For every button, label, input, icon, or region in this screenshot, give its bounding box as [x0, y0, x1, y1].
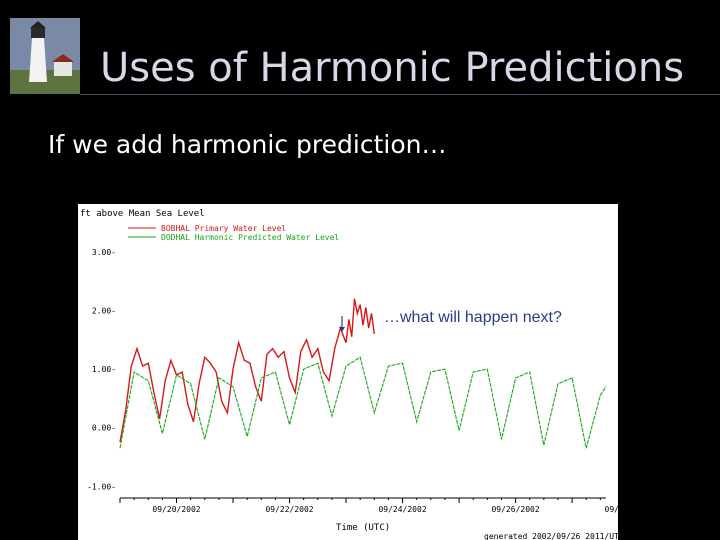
- series-line-1: [119, 356, 607, 449]
- x-axis-label: Time (UTC): [336, 523, 390, 533]
- y-axis: 3.00- 2.00- 1.00- 0.00- -1.00-: [87, 248, 116, 491]
- y-tick-label-4: -1.00-: [87, 482, 116, 491]
- generated-footer: generated 2002/09/26 2011/UTC: [484, 532, 618, 540]
- x-tick-label-0: 09/20/2002: [152, 505, 200, 514]
- slide-title: Uses of Harmonic Predictions: [100, 45, 685, 91]
- legend-label-1: DODHAL Harmonic Predicted Water Level: [161, 233, 339, 242]
- water-level-chart: ft above Mean Sea Level BOBHAL Primary W…: [78, 204, 618, 540]
- arrow-head: [339, 327, 345, 332]
- lighthouse-icon: [10, 18, 80, 94]
- x-tick-label-1: 09/22/2002: [265, 505, 313, 514]
- series-line-0: [119, 298, 375, 443]
- plot-area: [119, 298, 607, 449]
- slide-subtitle: If we add harmonic prediction…: [48, 130, 447, 159]
- chart-canvas: ft above Mean Sea Level BOBHAL Primary W…: [80, 209, 618, 540]
- y-tick-label-3: 0.00-: [92, 424, 116, 433]
- x-tick-label-2: 09/24/2002: [378, 505, 426, 514]
- x-tick-label-3: 09/26/2002: [491, 505, 539, 514]
- y-tick-label-0: 3.00-: [92, 248, 116, 257]
- x-axis: 09/20/2002 09/22/2002 09/24/2002 09/26/2002…: [119, 497, 618, 514]
- y-axis-label: ft above Mean Sea Level: [80, 209, 205, 219]
- x-tick-label-4: 09/28/2002: [605, 505, 618, 514]
- legend-label-0: BOBHAL Primary Water Level: [161, 224, 286, 233]
- title-divider: [80, 94, 720, 95]
- annotation-text: …what will happen next?: [384, 309, 562, 326]
- y-tick-label-2: 1.00-: [92, 365, 116, 374]
- annotation-arrow: [339, 316, 345, 332]
- y-tick-label-1: 2.00-: [92, 306, 116, 315]
